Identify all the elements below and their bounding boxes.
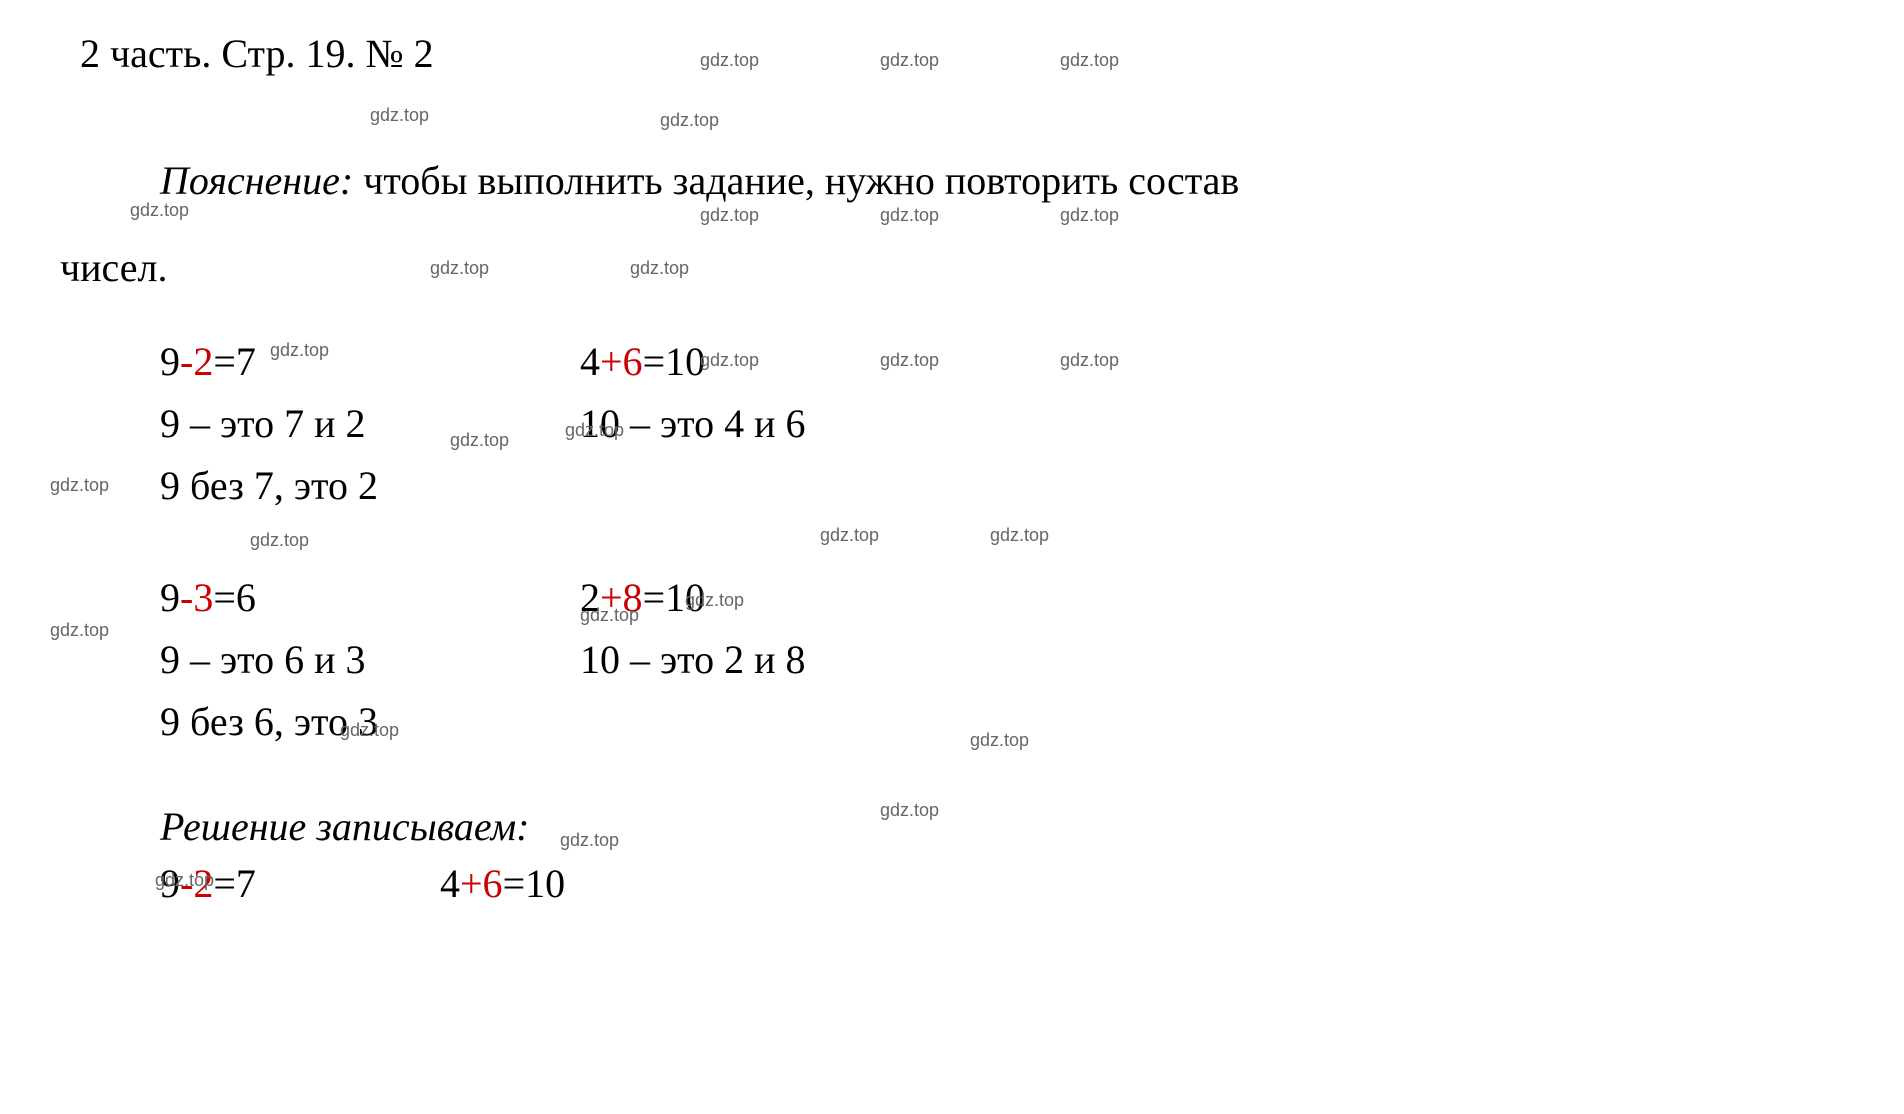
- eq-part: 4: [440, 861, 460, 906]
- eq-part: 9: [160, 575, 180, 620]
- math-col-left-1: 9-2=7 9 – это 7 и 2 9 без 7, это 2: [160, 331, 560, 517]
- explanation-line2: чисел.: [60, 244, 1844, 291]
- eq-part: =10: [643, 339, 706, 384]
- page-header: 2 часть. Стр. 19. № 2: [80, 30, 1844, 77]
- eq-red-part: +6: [600, 339, 643, 384]
- explanation-block: Пояснение: чтобы выполнить задание, нужн…: [60, 157, 1844, 204]
- eq-part: =6: [213, 575, 256, 620]
- solution-row: 9-2=7 4+6=10: [160, 860, 1844, 907]
- math-col-left-2: 9-3=6 9 – это 6 и 3 9 без 6, это 3: [160, 567, 560, 753]
- eq-part: 9: [160, 339, 180, 384]
- eq-part: =7: [213, 861, 256, 906]
- watermark-text: gdz.top: [820, 525, 879, 546]
- watermark-text: gdz.top: [50, 475, 109, 496]
- explanation-text1: чтобы выполнить задание, нужно повторить…: [353, 158, 1239, 203]
- equation-line: 9-2=7: [160, 331, 560, 393]
- math-col-right-1: 4+6=10 10 – это 4 и 6: [580, 331, 806, 517]
- eq-red-part: -2: [180, 339, 213, 384]
- math-col-right-2: 2+8=10 10 – это 2 и 8: [580, 567, 806, 753]
- solution-item-right: 4+6=10: [440, 860, 565, 907]
- solution-item-left: 9-2=7: [160, 860, 440, 907]
- eq-part: =7: [213, 339, 256, 384]
- watermark-text: gdz.top: [250, 530, 309, 551]
- composition-line: 9 – это 6 и 3: [160, 629, 560, 691]
- composition-line: 9 без 7, это 2: [160, 455, 560, 517]
- composition-line: 9 без 6, это 3: [160, 691, 560, 753]
- eq-part: 2: [580, 575, 600, 620]
- composition-line: 10 – это 4 и 6: [580, 393, 806, 455]
- watermark-text: gdz.top: [660, 110, 719, 131]
- watermark-text: gdz.top: [370, 105, 429, 126]
- equation-line: 2+8=10: [580, 567, 806, 629]
- eq-red-part: -2: [180, 861, 213, 906]
- watermark-text: gdz.top: [50, 620, 109, 641]
- composition-line: 10 – это 2 и 8: [580, 629, 806, 691]
- eq-red-part: +6: [460, 861, 503, 906]
- watermark-text: gdz.top: [1060, 205, 1119, 226]
- composition-line: 9 – это 7 и 2: [160, 393, 560, 455]
- equation-line: 9-3=6: [160, 567, 560, 629]
- math-block-2: 9-3=6 9 – это 6 и 3 9 без 6, это 3 2+8=1…: [160, 567, 1844, 753]
- explanation-label: Пояснение:: [160, 158, 353, 203]
- watermark-text: gdz.top: [700, 205, 759, 226]
- eq-part: 9: [160, 861, 180, 906]
- watermark-text: gdz.top: [990, 525, 1049, 546]
- math-block-1: 9-2=7 9 – это 7 и 2 9 без 7, это 2 4+6=1…: [160, 331, 1844, 517]
- equation-line: 4+6=10: [580, 331, 806, 393]
- eq-red-part: +8: [600, 575, 643, 620]
- eq-part: =10: [643, 575, 706, 620]
- eq-part: 4: [580, 339, 600, 384]
- solution-label: Решение записываем:: [160, 803, 1844, 850]
- eq-red-part: -3: [180, 575, 213, 620]
- watermark-text: gdz.top: [880, 205, 939, 226]
- eq-part: =10: [503, 861, 566, 906]
